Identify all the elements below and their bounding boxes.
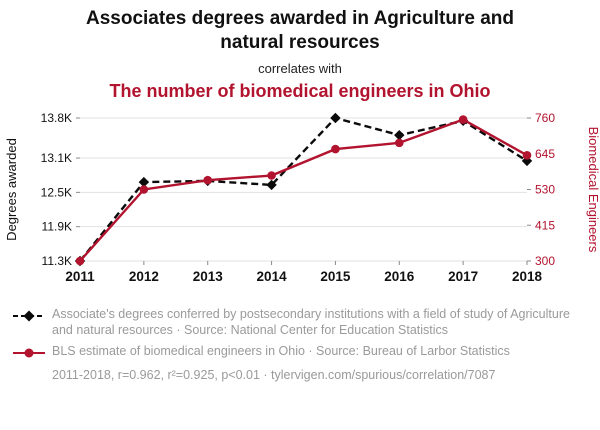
stats-footer: 2011-2018, r=0.962, r²=0.925, p<0.01 · t… (52, 368, 496, 382)
svg-text:530: 530 (535, 182, 555, 196)
svg-text:11.9K: 11.9K (42, 219, 72, 233)
svg-text:300: 300 (535, 254, 555, 268)
chart-svg: 11.3K 11.9K 12.5K 13.1K 13.8K 300 415 530 645 760… (4, 111, 600, 284)
svg-text:2016: 2016 (384, 269, 415, 284)
svg-text:760: 760 (535, 111, 555, 125)
svg-text:2014: 2014 (257, 269, 288, 284)
correlates-with-text: correlates with (258, 60, 342, 76)
svg-text:2015: 2015 (320, 269, 351, 284)
diamond-dashed-line-icon (13, 310, 45, 321)
svg-text:2013: 2013 (193, 269, 224, 284)
legend-item-engineers: BLS estimate of biomedical engineers in … (12, 343, 586, 360)
svg-text:Biomedical Engineers: Biomedical Engineers (586, 126, 600, 252)
legend-label-degrees: Associate's degrees conferred by postsec… (52, 306, 570, 337)
svg-text:13.8K: 13.8K (41, 111, 72, 125)
svg-text:13.1K: 13.1K (41, 151, 72, 165)
svg-text:Degrees awarded: Degrees awarded (4, 138, 19, 241)
circle-solid-line-icon (13, 348, 45, 358)
legend-item-degrees: Associate's degrees conferred by postsec… (12, 306, 586, 339)
svg-text:11.3K: 11.3K (42, 254, 72, 268)
chart-area: 11.3K 11.9K 12.5K 13.1K 13.8K 300 415 530 645 760… (0, 104, 600, 304)
correlated-series-title: The number of biomedical engineers in Oh… (109, 80, 491, 101)
svg-text:2011: 2011 (65, 269, 95, 284)
svg-text:2017: 2017 (448, 269, 478, 284)
page-title: Associates degrees awarded in Agricultur… (86, 8, 514, 53)
legend-label-engineers: BLS estimate of biomedical engineers in … (52, 344, 510, 358)
chart-header: Associates degrees awarded in Agricultur… (0, 0, 600, 102)
svg-text:2018: 2018 (512, 269, 543, 284)
svg-text:645: 645 (535, 146, 555, 160)
legend: Associate's degrees conferred by postsec… (0, 304, 600, 361)
svg-text:12.5K: 12.5K (41, 185, 72, 199)
svg-text:2012: 2012 (129, 269, 159, 284)
svg-text:415: 415 (535, 218, 555, 232)
